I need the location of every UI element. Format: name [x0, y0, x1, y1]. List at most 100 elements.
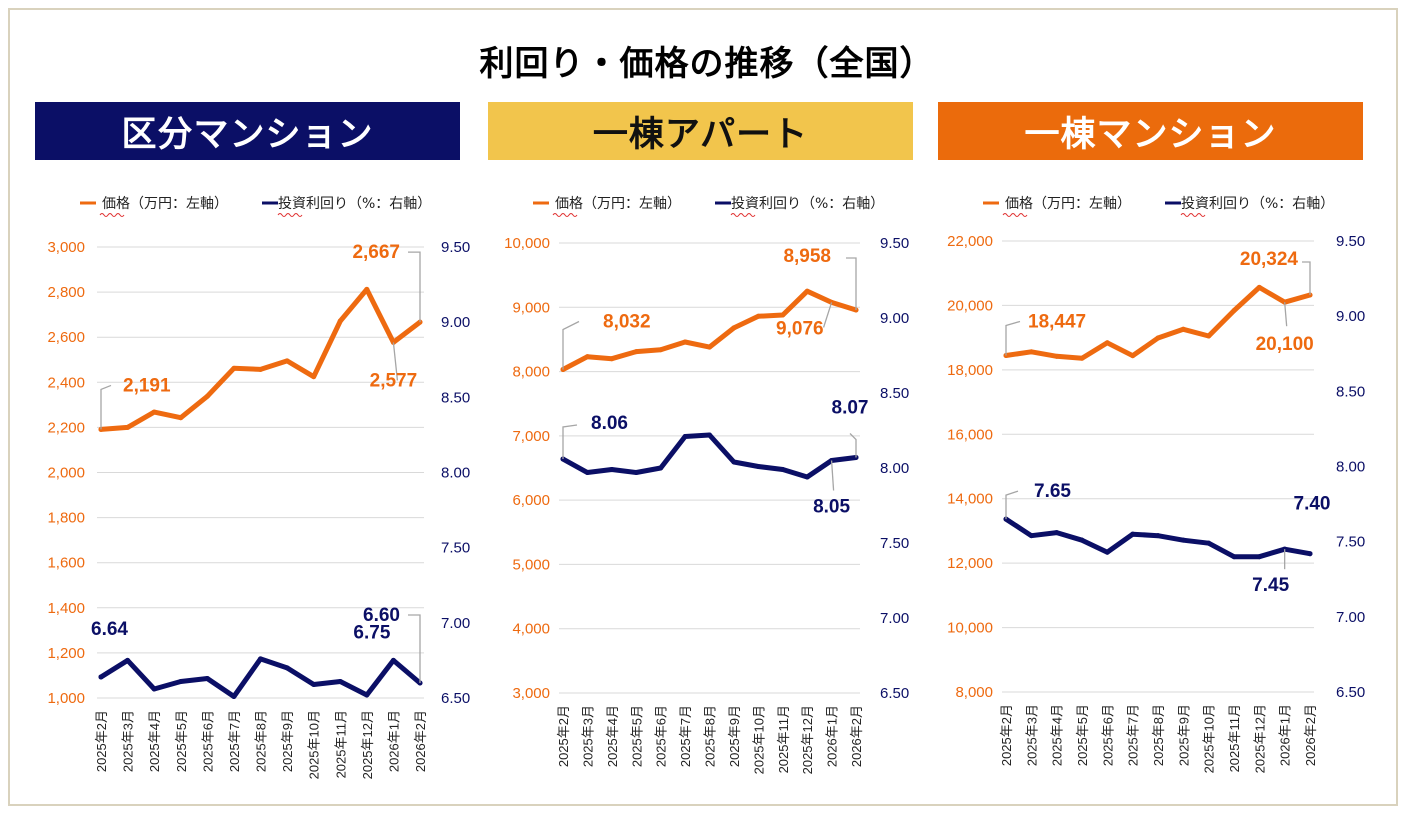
legend-price-label: 価格（万円：左軸） [555, 196, 681, 212]
left-tick-label: 10,000 [504, 235, 550, 252]
price-point [658, 347, 664, 353]
price-data-label: 20,324 [1240, 249, 1299, 270]
yield-point [98, 674, 104, 680]
yield-point [1054, 530, 1060, 536]
label-leader-line [392, 342, 399, 381]
x-tick-label: 2025年8月 [254, 710, 269, 772]
label-leader-line [830, 460, 835, 491]
label-leader-line [1005, 490, 1019, 520]
x-tick-label: 2026年2月 [849, 705, 864, 767]
left-tick-label: 6,000 [512, 492, 550, 509]
yield-point [584, 470, 590, 475]
yield-point [609, 467, 615, 472]
price-point [337, 318, 343, 324]
x-tick-label: 2026年1月 [825, 705, 840, 767]
right-tick-label: 6.50 [1336, 684, 1365, 701]
x-tick-label: 2025年3月 [121, 710, 136, 772]
x-tick-label: 2025年12月 [360, 710, 375, 779]
right-tick-label: 8.50 [441, 389, 470, 406]
yield-point [125, 657, 131, 663]
price-point [231, 365, 237, 371]
panel-header-mansion: 一棟マンション [938, 102, 1363, 160]
x-tick-label: 2025年3月 [1024, 704, 1039, 766]
price-data-label: 8,958 [783, 246, 831, 267]
x-tick-label: 2025年11月 [333, 710, 348, 778]
left-tick-label: 8,000 [512, 364, 550, 381]
price-point [1155, 335, 1161, 341]
x-tick-label: 2025年12月 [800, 705, 815, 774]
price-point [804, 288, 810, 294]
price-point [1130, 353, 1136, 359]
price-point [633, 349, 639, 355]
right-tick-label: 7.00 [441, 615, 470, 632]
x-tick-label: 2025年11月 [1227, 704, 1242, 772]
right-tick-label: 7.50 [880, 535, 909, 552]
label-leader-line [822, 302, 833, 328]
price-point [1079, 355, 1085, 361]
yield-point [731, 459, 737, 465]
price-point [204, 393, 210, 399]
left-tick-label: 16,000 [947, 426, 993, 443]
left-tick-label: 10,000 [947, 620, 993, 637]
yield-data-label: 6.64 [91, 619, 128, 640]
yield-point [364, 692, 370, 698]
yield-point [1256, 554, 1262, 560]
price-point [1180, 326, 1186, 332]
x-tick-label: 2025年8月 [1151, 704, 1166, 766]
price-point [1104, 340, 1110, 346]
price-point [178, 415, 184, 421]
yield-point [1180, 537, 1186, 543]
left-tick-label: 4,000 [512, 621, 550, 638]
yield-data-label: 7.65 [1034, 481, 1071, 502]
chart-apart: 価格（万円：左軸） 投資利回り（%：右軸） 3,000 4,000 5,000 6,000… [504, 196, 909, 774]
right-tick-label: 8.50 [880, 385, 909, 402]
yield-point [1003, 516, 1009, 522]
price-point [609, 356, 615, 362]
x-tick-label: 2025年10月 [751, 705, 766, 774]
right-tick-label: 6.50 [441, 690, 470, 707]
right-tick-label: 8.00 [880, 460, 909, 477]
yield-line [98, 656, 423, 699]
yield-point [151, 686, 157, 692]
x-tick-label: 2025年5月 [174, 710, 189, 772]
x-tick-label: 2025年4月 [605, 705, 620, 767]
yield-line [560, 432, 859, 480]
yield-data-label: 7.45 [1252, 575, 1289, 596]
yield-point [1307, 551, 1313, 557]
right-tick-label: 9.50 [1336, 233, 1365, 250]
price-point [682, 339, 688, 345]
yield-point [1104, 549, 1110, 555]
price-data-label: 18,447 [1028, 311, 1086, 332]
left-tick-label: 22,000 [947, 233, 993, 250]
chart-mansion: 価格（万円：左軸） 投資利回り（%：右軸） 8,000 10,000 12,000 14,… [947, 196, 1365, 773]
x-tick-label: 2025年5月 [1075, 704, 1090, 766]
left-tick-label: 2,200 [47, 419, 85, 436]
yield-point [204, 675, 210, 681]
left-tick-label: 3,000 [47, 239, 85, 256]
x-tick-label: 2025年7月 [227, 710, 242, 772]
x-tick-label: 2025年6月 [200, 710, 215, 772]
label-leader-line [408, 251, 421, 323]
left-tick-label: 1,400 [47, 600, 85, 617]
yield-point [284, 665, 290, 671]
x-tick-label: 2026年1月 [1278, 704, 1293, 766]
spellcheck-underline [730, 213, 756, 217]
yield-point [1206, 540, 1212, 546]
x-tick-label: 2025年7月 [678, 705, 693, 767]
legend-yield-label: 投資利回り（%：右軸） [1181, 196, 1334, 212]
price-point [311, 374, 317, 380]
yield-point [231, 693, 237, 699]
yield-point [390, 657, 396, 663]
price-point [780, 312, 786, 318]
price-point [584, 354, 590, 360]
right-tick-label: 6.50 [880, 685, 909, 702]
panel-header-kubun: 区分マンション [35, 102, 460, 160]
right-tick-label: 7.50 [1336, 534, 1365, 551]
price-point [731, 325, 737, 331]
spellcheck-underline [1002, 213, 1028, 217]
x-tick-label: 2025年10月 [1202, 704, 1217, 773]
yield-point [1231, 554, 1237, 560]
x-tick-label: 2025年6月 [654, 705, 669, 767]
label-leader-line [562, 320, 580, 370]
yield-data-label: 8.07 [832, 398, 869, 419]
